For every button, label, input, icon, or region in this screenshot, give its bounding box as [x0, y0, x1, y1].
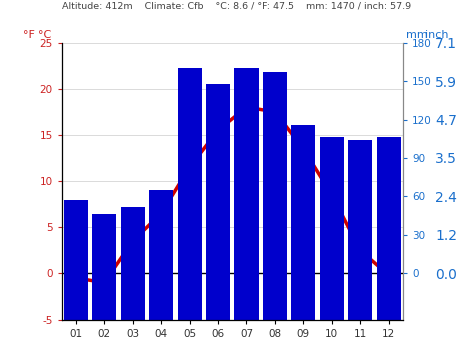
Bar	[120, 207, 145, 320]
Bar	[234, 68, 258, 320]
Bar	[376, 137, 401, 320]
Bar	[149, 190, 173, 320]
Bar	[319, 137, 344, 320]
Bar	[64, 200, 88, 320]
Bar	[177, 68, 201, 320]
Text: °F: °F	[23, 30, 35, 40]
Bar	[291, 125, 315, 320]
Bar	[92, 214, 116, 320]
Bar	[206, 84, 230, 320]
Text: °C: °C	[38, 30, 51, 40]
Text: Altitude: 412m    Climate: Cfb    °C: 8.6 / °F: 47.5    mm: 1470 / inch: 57.9: Altitude: 412m Climate: Cfb °C: 8.6 / °F…	[63, 2, 411, 11]
Text: mm: mm	[406, 30, 428, 40]
Bar	[348, 140, 372, 320]
Text: inch: inch	[425, 30, 449, 40]
Bar	[263, 72, 287, 320]
